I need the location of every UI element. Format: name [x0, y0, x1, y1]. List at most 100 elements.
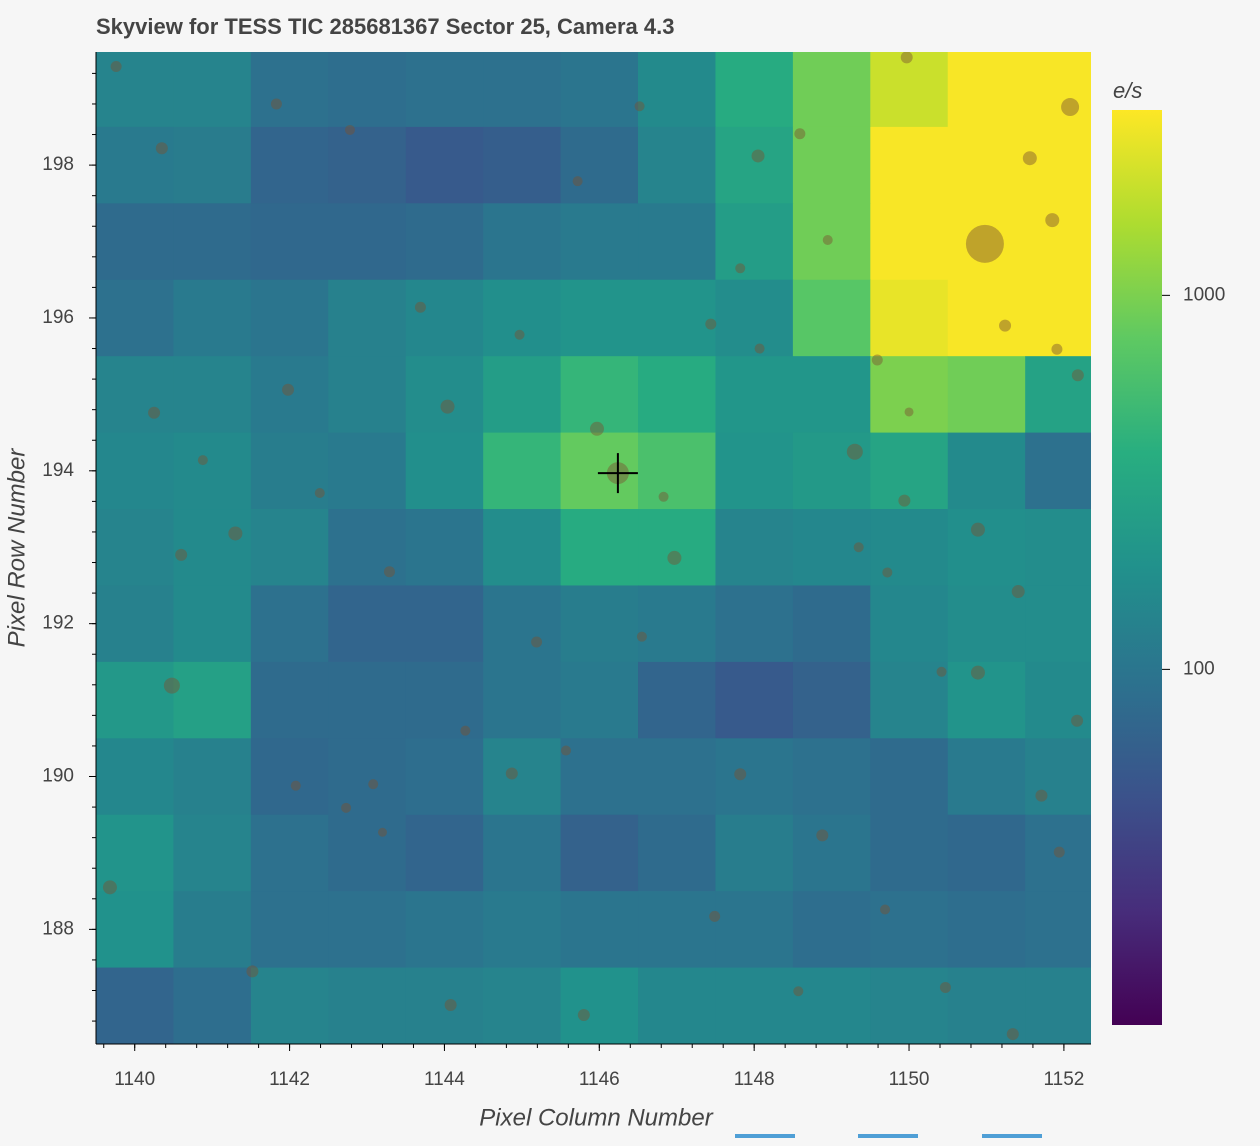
- pixel-cell: [1025, 356, 1091, 434]
- star: [148, 406, 161, 419]
- pixel-cell: [638, 356, 716, 434]
- star: [531, 636, 543, 648]
- pixel-cell: [250, 279, 329, 357]
- plot-area: [96, 52, 1091, 1044]
- star: [514, 329, 525, 340]
- tool-button[interactable]: [982, 1134, 1042, 1138]
- pixel-cell: [96, 967, 174, 1044]
- pixel-cell: [947, 279, 1026, 357]
- star: [904, 407, 914, 417]
- pixel-cell: [560, 432, 639, 510]
- star: [460, 725, 471, 736]
- pixel-cell: [96, 814, 174, 892]
- pixel-cell: [947, 814, 1026, 892]
- y-tick-label: 188: [42, 918, 74, 939]
- star: [667, 550, 682, 565]
- pixel-cell: [715, 279, 794, 357]
- pixel-cell: [173, 738, 252, 816]
- pixel-cell: [638, 509, 716, 586]
- pixel-cell: [1025, 891, 1091, 969]
- star: [882, 567, 893, 578]
- pixel-cell: [405, 891, 484, 969]
- pixel-cell: [250, 585, 329, 663]
- star: [440, 399, 455, 414]
- pixel-cell: [173, 279, 252, 357]
- pixel-cell: [96, 356, 174, 434]
- pixel-cell: [715, 509, 794, 586]
- pixel-cell: [870, 432, 949, 510]
- y-tick-label: 192: [42, 613, 74, 634]
- pixel-cell: [1025, 967, 1091, 1044]
- pixel-cell: [638, 203, 716, 281]
- pixel-cell: [483, 967, 562, 1044]
- star: [900, 52, 913, 64]
- colorbar-tick-label: 100: [1183, 658, 1215, 679]
- star: [175, 548, 188, 561]
- pixel-cell: [638, 432, 716, 510]
- star: [290, 780, 301, 791]
- star: [1035, 789, 1048, 802]
- pixel-cell: [792, 967, 871, 1044]
- star: [965, 224, 1004, 263]
- pixel-cell: [1025, 203, 1091, 281]
- pixel-cell: [250, 126, 329, 204]
- pixel-cell: [173, 661, 252, 739]
- pixel-cell: [405, 432, 484, 510]
- pixel-cell: [405, 661, 484, 739]
- star: [383, 566, 395, 578]
- pixel-cell: [405, 279, 484, 357]
- pixel-cell: [483, 738, 562, 816]
- pixel-cell: [173, 203, 252, 281]
- pixel-cell: [1025, 279, 1091, 357]
- star: [110, 61, 122, 73]
- star: [1045, 213, 1060, 228]
- x-tick-label: 1148: [734, 1069, 775, 1090]
- star: [1071, 714, 1084, 727]
- pixel-cell: [96, 203, 174, 281]
- pixel-cell: [792, 585, 871, 663]
- pixel-cell: [792, 661, 871, 739]
- pixel-cell: [870, 509, 949, 586]
- pixel-cell: [328, 738, 407, 816]
- pixel-cell: [173, 967, 252, 1044]
- star: [1022, 151, 1037, 166]
- tool-button[interactable]: [735, 1134, 795, 1138]
- pixel-cell: [792, 52, 871, 128]
- star: [270, 98, 282, 110]
- colorbar: [1112, 110, 1162, 1025]
- pixel-cell: [638, 661, 716, 739]
- y-tick-label: 194: [42, 460, 74, 481]
- pixel-cell: [947, 585, 1026, 663]
- pixel-cell: [715, 52, 794, 128]
- pixel-cell: [483, 126, 562, 204]
- pixel-cell: [947, 967, 1026, 1044]
- pixel-cell: [96, 279, 174, 357]
- pixel-cell: [560, 279, 639, 357]
- pixel-cell: [870, 891, 949, 969]
- pixel-cell: [96, 509, 174, 586]
- star: [880, 904, 891, 915]
- pixel-cell: [560, 509, 639, 586]
- pixel-cell: [483, 509, 562, 586]
- pixel-cell: [715, 814, 794, 892]
- pixel-cell: [405, 967, 484, 1044]
- tool-button[interactable]: [858, 1134, 918, 1138]
- pixel-cell: [1025, 52, 1091, 128]
- pixel-cell: [870, 126, 949, 204]
- star: [102, 880, 117, 895]
- star: [939, 981, 951, 993]
- star: [228, 526, 243, 541]
- pixel-cell: [792, 738, 871, 816]
- star: [751, 149, 765, 163]
- pixel-cell: [328, 52, 407, 128]
- star: [282, 383, 295, 396]
- star: [705, 318, 717, 330]
- pixel-cell: [638, 891, 716, 969]
- pixel-cell: [250, 967, 329, 1044]
- star: [1061, 98, 1080, 117]
- star: [734, 768, 747, 781]
- star: [658, 491, 669, 502]
- x-axis-label: Pixel Column Number: [479, 1104, 713, 1131]
- pixel-cell: [1025, 738, 1091, 816]
- pixel-cell: [715, 967, 794, 1044]
